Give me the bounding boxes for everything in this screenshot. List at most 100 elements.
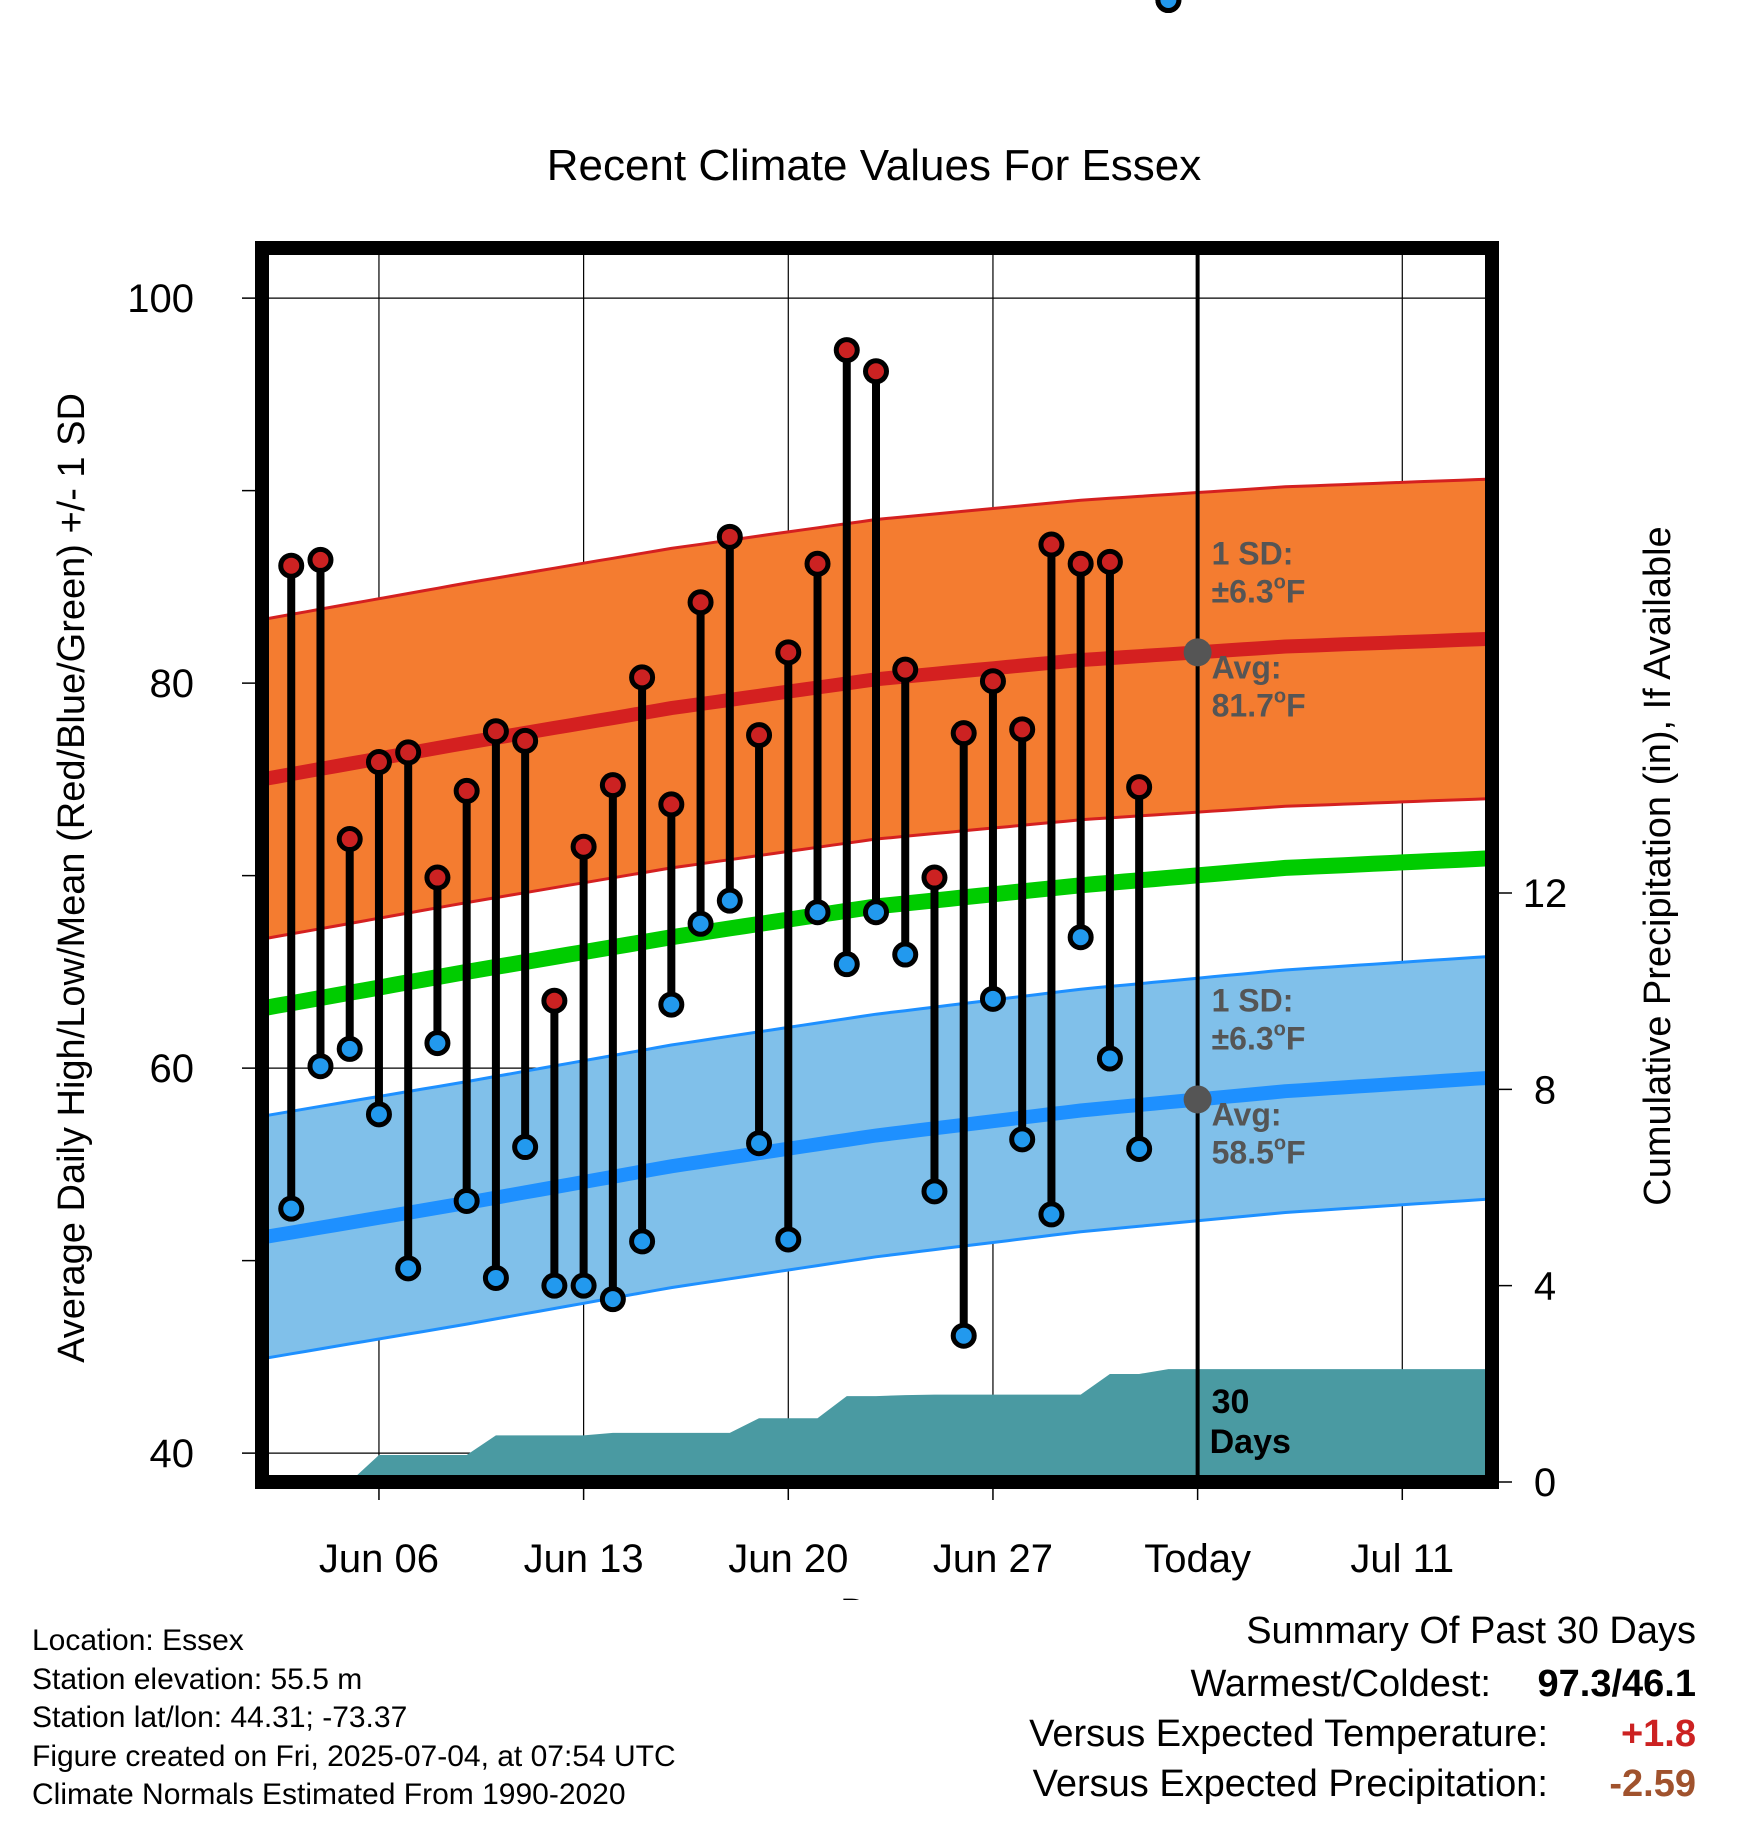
- daily-high-marker: [863, 358, 889, 385]
- daily-high-marker: [365, 749, 392, 776]
- daily-high-marker: [1126, 774, 1153, 801]
- daily-low-marker: [892, 941, 919, 968]
- axis-ticks: 40 60 80 100 0 4 8 12 Jun 06 Jun 13 Jun 20 Jun 27 To…: [127, 277, 1567, 1581]
- daily-low-marker: [921, 1178, 948, 1205]
- daily-low-marker: [804, 899, 831, 926]
- plot-frame: [255, 241, 1499, 1489]
- daily-low-marker: [482, 1264, 509, 1291]
- precip-row: Versus Expected Precipitation: -2.59: [1029, 1763, 1696, 1813]
- daily-low-marker: [453, 1187, 480, 1214]
- daily-low-marker: [716, 887, 743, 914]
- y2-axis-label: Cumulative Precipitation (in), If Availa…: [1637, 526, 1679, 1205]
- y2-tick-label: 4: [1534, 1265, 1556, 1309]
- y2-tick-label: 12: [1523, 872, 1568, 916]
- chart-title: Recent Climate Values For Essex: [547, 141, 1202, 190]
- temp-label: Versus Expected Temperature:: [1029, 1713, 1548, 1755]
- precip-label: Versus Expected Precipitation:: [1032, 1763, 1548, 1805]
- x-tick-label: Jun 06: [319, 1537, 439, 1581]
- low-sd-label: 1 SD:: [1212, 982, 1294, 1018]
- daily-low-marker: [307, 1053, 334, 1080]
- temp-row: Versus Expected Temperature: +1.8: [1029, 1713, 1696, 1763]
- daily-high-marker: [950, 720, 977, 747]
- daily-low-marker: [746, 1130, 773, 1157]
- daily-low-marker: [1155, 0, 1182, 13]
- daily-high-marker: [307, 546, 334, 573]
- y-tick-label: 40: [150, 1432, 195, 1476]
- cumulative-precip: [320, 1369, 1490, 1482]
- daily-high-marker: [746, 722, 773, 749]
- high-sd-label: 1 SD:: [1212, 535, 1294, 571]
- daily-high-marker: [775, 639, 802, 666]
- daily-low-marker: [1038, 1201, 1065, 1228]
- daily-low-marker: [1067, 924, 1094, 951]
- created-line: Figure created on Fri, 2025-07-04, at 07…: [32, 1739, 676, 1773]
- daily-low-marker: [1126, 1135, 1153, 1162]
- daily-low-marker: [512, 1134, 539, 1161]
- low-avg-label: Avg:: [1212, 1096, 1282, 1132]
- daily-low-marker: [775, 1226, 802, 1253]
- y2-tick-label: 8: [1534, 1068, 1556, 1112]
- daily-low-marker: [541, 1272, 568, 1299]
- x-tick-label: Jul 11: [1350, 1537, 1454, 1581]
- daily-high-marker: [395, 739, 422, 766]
- daily-low-marker: [950, 1322, 977, 1349]
- daily-high-marker: [424, 864, 451, 891]
- daily-low-marker: [395, 1255, 422, 1282]
- daily-low-marker: [424, 1030, 451, 1057]
- daily-high-marker: [570, 833, 597, 860]
- y-tick-label: 80: [150, 662, 195, 706]
- high-avg-label: Avg:: [1212, 649, 1282, 685]
- low-sd-band: [262, 956, 1490, 1359]
- precipitation-area: [320, 1369, 1490, 1482]
- daily-high-marker: [804, 550, 831, 577]
- daily-values: [278, 0, 1182, 1349]
- low-sd-value: ±6.3oF: [1212, 1018, 1306, 1056]
- elevation-line: Station elevation: 55.5 m: [32, 1662, 363, 1696]
- daily-low-marker: [658, 991, 685, 1018]
- daily-low-marker: [629, 1228, 656, 1255]
- y2-tick-label: 0: [1534, 1461, 1556, 1505]
- daily-high-marker: [658, 791, 685, 818]
- y-axis-label: Average Daily High/Low/Mean (Red/Blue/Gr…: [51, 393, 93, 1363]
- y-tick-label: 100: [127, 277, 194, 321]
- daily-low-marker: [278, 1195, 305, 1222]
- avg-low-dot: [1183, 1085, 1212, 1114]
- daily-low-marker: [599, 1286, 626, 1313]
- daily-low-marker: [365, 1101, 392, 1128]
- high-sd-value: ±6.3oF: [1212, 571, 1306, 609]
- x-tick-label: Jun 20: [728, 1537, 848, 1581]
- daily-high-marker: [629, 664, 656, 691]
- daily-high-marker: [1096, 548, 1123, 575]
- daily-high-marker: [541, 987, 568, 1014]
- x-tick-label: Jun 13: [524, 1537, 644, 1581]
- daily-high-marker: [482, 718, 509, 745]
- x-tick-label: Today: [1144, 1537, 1251, 1581]
- daily-high-marker: [512, 727, 539, 754]
- daily-high-marker: [687, 589, 714, 616]
- daily-low-marker: [1009, 1126, 1036, 1153]
- station-info: Location: Essex Station elevation: 55.5 …: [32, 1622, 676, 1815]
- warmest-coldest-value: 97.3/46.1: [1537, 1663, 1696, 1705]
- daily-high-marker: [1038, 531, 1065, 558]
- days-label-text: Days: [1210, 1423, 1291, 1461]
- location-line: Location: Essex: [32, 1624, 244, 1657]
- daily-high-marker: [833, 337, 860, 364]
- warmest-coldest-row: Warmest/Coldest: 97.3/46.1: [1029, 1663, 1696, 1713]
- temp-value: +1.8: [1620, 1713, 1696, 1755]
- normals-line: Climate Normals Estimated From 1990-2020: [32, 1778, 626, 1811]
- days-label-number: 30: [1212, 1383, 1250, 1421]
- low-avg-value: 58.5oF: [1212, 1132, 1306, 1170]
- warmest-coldest-label: Warmest/Coldest:: [1190, 1663, 1491, 1705]
- daily-low-marker: [570, 1272, 597, 1299]
- summary-heading: Summary Of Past 30 Days: [1246, 1610, 1696, 1652]
- low-band-lower-edge: [262, 1197, 1490, 1361]
- daily-high-marker: [716, 523, 743, 550]
- daily-high-marker: [599, 772, 626, 799]
- daily-low-marker: [687, 910, 714, 937]
- daily-high-marker: [892, 656, 919, 683]
- y-tick-label: 60: [150, 1047, 195, 1091]
- daily-high-marker: [1009, 716, 1036, 743]
- daily-low-marker: [833, 951, 860, 978]
- daily-high-marker: [453, 777, 480, 804]
